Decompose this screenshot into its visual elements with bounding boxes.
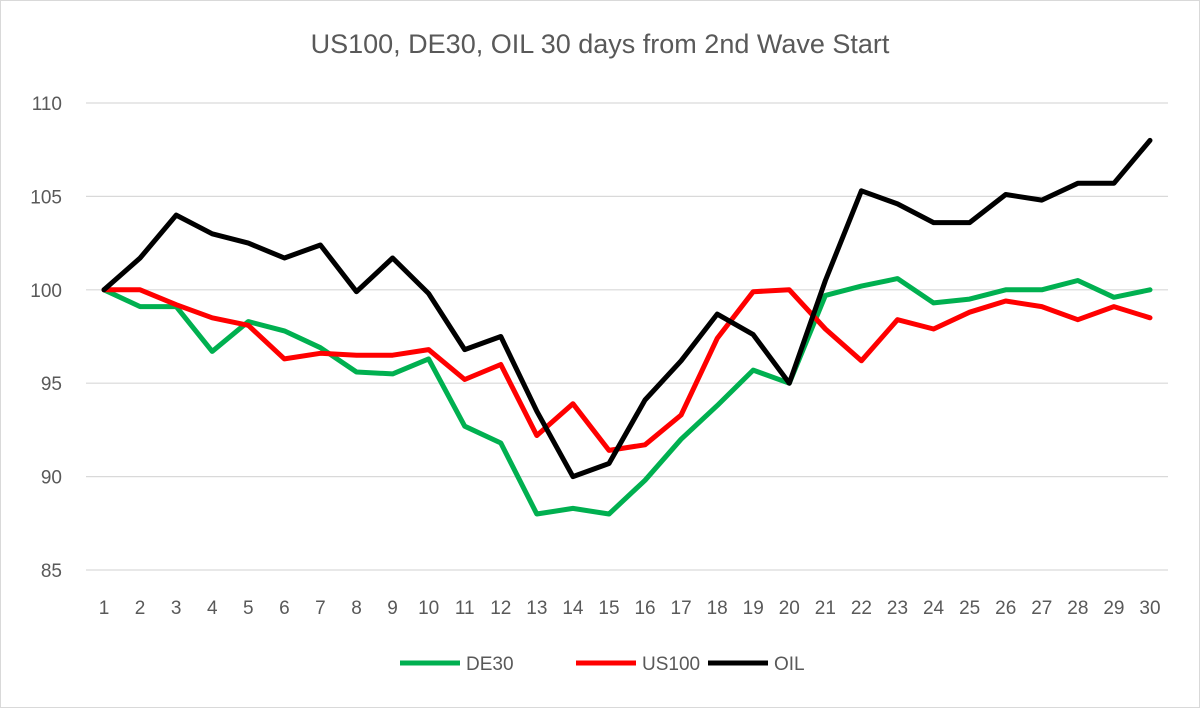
- legend-label-us100: US100: [642, 654, 700, 675]
- y-tick-label-105: 105: [30, 187, 62, 208]
- x-tick-label-28: 28: [1067, 598, 1088, 619]
- x-tick-label-18: 18: [707, 598, 728, 619]
- x-tick-label-10: 10: [418, 598, 439, 619]
- series-line-de30: [101, 276, 1153, 517]
- legend-label-de30: DE30: [466, 654, 514, 675]
- legend-label-oil: OIL: [774, 654, 805, 675]
- x-tick-label-11: 11: [455, 598, 475, 619]
- x-tick-label-12: 12: [490, 598, 511, 619]
- legend: DE30 US100 OIL: [400, 654, 805, 675]
- x-tick-label-27: 27: [1031, 598, 1052, 619]
- x-tick-label-16: 16: [634, 598, 655, 619]
- x-tick-label-9: 9: [387, 598, 398, 619]
- legend-item-us100: US100: [576, 654, 700, 675]
- x-tick-label-25: 25: [959, 598, 980, 619]
- y-tick-label-90: 90: [41, 468, 62, 489]
- legend-item-de30: DE30: [400, 654, 514, 675]
- y-tick-label-95: 95: [41, 374, 62, 395]
- chart-title: US100, DE30, OIL 30 days from 2nd Wave S…: [311, 29, 890, 59]
- x-tick-label-6: 6: [279, 598, 290, 619]
- x-tick-label-20: 20: [779, 598, 800, 619]
- y-tick-label-100: 100: [30, 281, 62, 302]
- series-lines: [101, 137, 1153, 517]
- x-tick-label-4: 4: [207, 598, 218, 619]
- x-tick-label-21: 21: [815, 598, 836, 619]
- y-tick-label-110: 110: [32, 94, 62, 115]
- legend-item-oil: OIL: [708, 654, 805, 675]
- x-tick-label-24: 24: [923, 598, 945, 619]
- x-tick-label-15: 15: [598, 598, 619, 619]
- series-line-us100: [101, 287, 1153, 453]
- y-axis-ticks: 85 90 95 100 105 110: [30, 94, 62, 582]
- x-tick-label-7: 7: [315, 598, 326, 619]
- y-tick-label-85: 85: [41, 561, 62, 582]
- x-tick-label-30: 30: [1139, 598, 1160, 619]
- x-tick-label-5: 5: [243, 598, 254, 619]
- gridlines: [86, 102, 1168, 571]
- x-tick-label-3: 3: [171, 598, 182, 619]
- x-tick-label-22: 22: [851, 598, 872, 619]
- series-line-oil: [101, 137, 1153, 480]
- x-tick-label-8: 8: [351, 598, 362, 619]
- x-tick-label-1: 1: [99, 598, 110, 619]
- x-tick-label-26: 26: [995, 598, 1016, 619]
- x-tick-label-13: 13: [526, 598, 547, 619]
- x-tick-label-17: 17: [671, 598, 692, 619]
- x-tick-label-23: 23: [887, 598, 908, 619]
- x-tick-label-19: 19: [743, 598, 764, 619]
- x-axis-ticks: 1 2 3 4 5 6 7 8 9 10 11 12 13 14 15 16 17 18 19 20 21 22 23 24 2…: [99, 598, 1161, 619]
- x-tick-label-29: 29: [1103, 598, 1124, 619]
- x-tick-label-2: 2: [135, 598, 146, 619]
- x-tick-label-14: 14: [562, 598, 584, 619]
